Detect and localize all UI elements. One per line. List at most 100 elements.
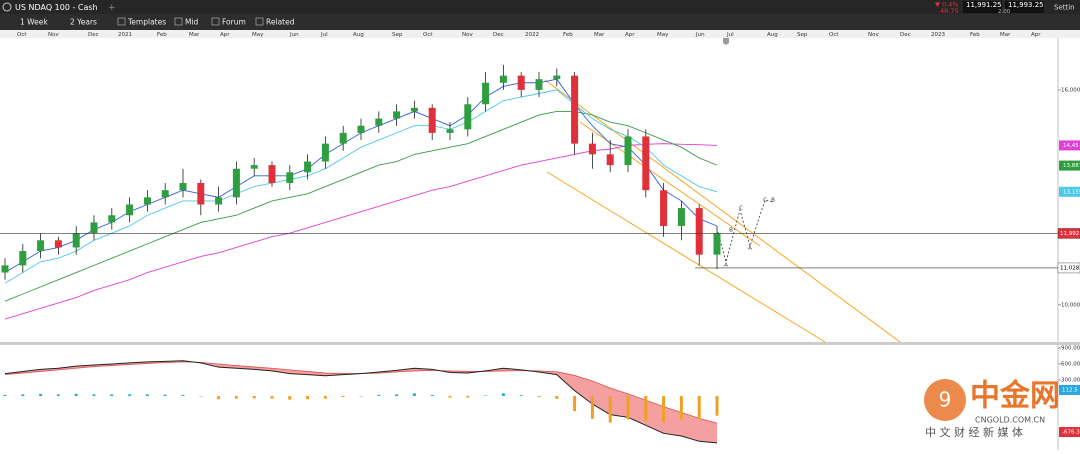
histogram-bar xyxy=(199,395,203,397)
candle-body xyxy=(215,197,223,205)
level-tag xyxy=(1057,228,1080,239)
indicator-tag xyxy=(1059,384,1080,395)
channel-lower xyxy=(546,171,826,343)
candle-body xyxy=(624,136,632,166)
moving-average xyxy=(4,89,718,284)
timeline-label: Oct xyxy=(17,32,27,38)
timeline-label: Dec xyxy=(88,32,99,38)
histogram-bar xyxy=(501,393,505,396)
histogram-bar xyxy=(555,395,559,399)
histogram-bar xyxy=(270,395,274,399)
pattern-label: C xyxy=(763,198,767,204)
toolbar-button[interactable]: Related xyxy=(266,18,295,27)
y-tick-label: 16,000.00 xyxy=(1061,87,1080,93)
histogram-bar xyxy=(430,394,434,396)
candle-body xyxy=(375,118,383,126)
candle-body xyxy=(499,75,507,83)
candle-body xyxy=(606,154,614,166)
histogram-bar xyxy=(448,395,452,398)
timeline-label: Mar xyxy=(1000,32,1011,38)
histogram-bar xyxy=(3,394,7,396)
pattern-label: A xyxy=(748,246,752,252)
timeline-label: Dec xyxy=(493,32,504,38)
histogram-bar xyxy=(715,395,719,416)
price-tag xyxy=(1059,186,1080,197)
histogram-bar xyxy=(181,394,185,396)
channel xyxy=(544,79,901,343)
candle-body xyxy=(90,222,98,234)
timeline-label: 2022 xyxy=(525,32,539,38)
toolbar-button[interactable]: Templates xyxy=(127,18,166,27)
candle-body xyxy=(250,165,258,169)
price-tag xyxy=(1059,140,1080,151)
timeline-label: Nov xyxy=(48,32,59,38)
toolbar xyxy=(0,14,1080,30)
timeline-label: Apr xyxy=(625,32,635,38)
spread: 2.00 xyxy=(998,9,1011,15)
toolbar-icon xyxy=(211,17,220,26)
histogram-bar xyxy=(395,394,399,396)
timeline-label: 2021 xyxy=(118,32,132,38)
histogram-bar xyxy=(21,394,25,396)
pattern-label: A xyxy=(724,263,728,269)
histogram-bar xyxy=(252,395,256,399)
ask[interactable]: 11,993.25 xyxy=(1008,1,1044,9)
timeline-label: May xyxy=(657,32,669,38)
symbol-icon xyxy=(2,2,12,12)
toolbar-button[interactable]: 2 Years xyxy=(70,18,97,27)
price-tag-label: 14,45 xyxy=(1063,143,1079,149)
logo xyxy=(924,379,966,421)
timeline-label: May xyxy=(252,32,264,38)
candle-body xyxy=(179,183,187,191)
candle-body xyxy=(535,79,543,90)
timeline-label: Jun xyxy=(289,32,299,38)
histogram-bar xyxy=(697,395,701,419)
histogram-bar xyxy=(573,395,577,412)
histogram-bar xyxy=(217,395,221,400)
ask-box[interactable] xyxy=(1005,1,1044,13)
level-tag xyxy=(1057,262,1080,274)
indicator-tag-label: -676.3 xyxy=(1062,430,1080,436)
symbol[interactable]: US NDAQ 100 - Cash xyxy=(15,3,98,12)
timeline-label: Jul xyxy=(726,32,734,38)
bid-box[interactable] xyxy=(963,1,1002,13)
macd-line xyxy=(4,360,718,444)
level-label: 11,028.3 xyxy=(1060,265,1080,271)
timeline-label: Apr xyxy=(1031,32,1041,38)
candle-body xyxy=(642,136,650,191)
candle-body xyxy=(54,240,62,248)
price-tag-label: 13,155 xyxy=(1063,189,1080,195)
indicator-tag xyxy=(1059,427,1080,438)
slogan: 中 文 财 经 新 媒 体 xyxy=(925,425,1023,439)
candle-body xyxy=(695,208,703,255)
candle-body xyxy=(37,240,45,252)
candle-body xyxy=(553,75,561,80)
timeline-label: Nov xyxy=(462,32,473,38)
candle-body xyxy=(19,251,27,266)
candle-body xyxy=(410,107,418,112)
candle-body xyxy=(268,165,276,184)
y-tick-label: 300.000 xyxy=(1061,377,1080,383)
pattern-label: C xyxy=(739,206,743,212)
histogram-bar xyxy=(110,394,114,396)
timeline-label: Mar xyxy=(594,32,605,38)
toolbar-button[interactable]: 1 Week xyxy=(20,18,48,27)
candle-body xyxy=(464,104,472,130)
candle-body xyxy=(357,125,365,133)
timeline-label: Dec xyxy=(900,32,911,38)
histogram-bar xyxy=(323,395,327,399)
candle-body xyxy=(517,75,525,90)
price-tag-label: 13,887 xyxy=(1063,163,1080,169)
timeline-label: Feb xyxy=(970,32,980,38)
histogram-bar xyxy=(74,393,78,396)
timeline-label: Aug xyxy=(353,32,364,38)
candle-body xyxy=(446,129,454,133)
settings[interactable]: Settin xyxy=(1054,4,1075,12)
toolbar-button[interactable]: Forum xyxy=(222,18,246,27)
histogram-bar xyxy=(56,394,60,396)
toolbar-button[interactable]: Mid xyxy=(185,18,199,27)
histogram-bar xyxy=(306,395,310,400)
channel-upper xyxy=(544,79,901,343)
bid[interactable]: 11,991.25 xyxy=(966,1,1002,9)
add-tab[interactable]: + xyxy=(108,3,116,13)
